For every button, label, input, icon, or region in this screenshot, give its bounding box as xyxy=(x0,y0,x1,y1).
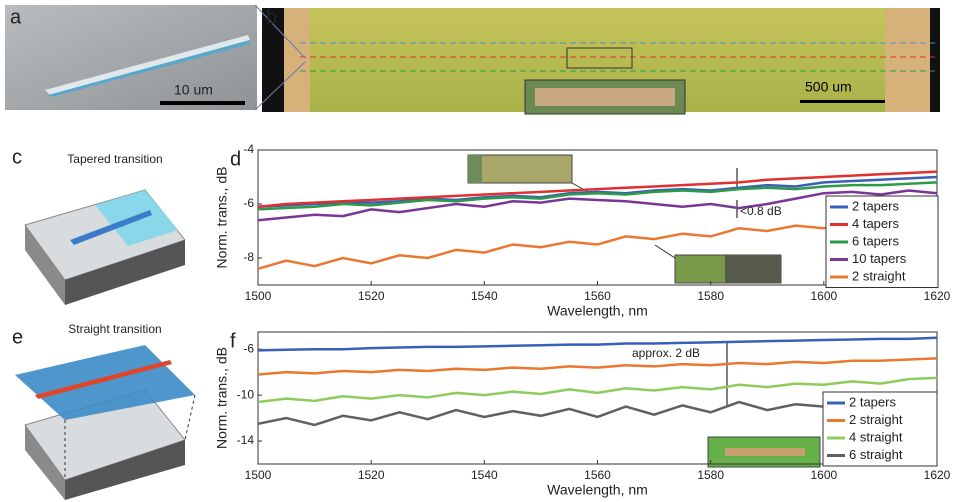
x-tick-label: 1620 xyxy=(924,289,951,303)
y-tick-label: -10 xyxy=(237,387,255,401)
legend-label: 10 tapers xyxy=(852,251,907,266)
sem-image xyxy=(5,5,257,110)
y-tick-label: -14 xyxy=(237,433,255,447)
x-axis-label: Wavelength, nm xyxy=(547,303,648,319)
x-tick-label: 1580 xyxy=(697,468,724,482)
caption: Tapered transition xyxy=(67,152,162,166)
annotation: <0.8 dB xyxy=(740,204,782,218)
data-line xyxy=(257,181,938,211)
x-tick-label: 1520 xyxy=(358,289,385,303)
data-line xyxy=(257,376,938,404)
straight-schematic xyxy=(15,345,196,500)
x-tick-label: 1560 xyxy=(584,468,611,482)
chip-image xyxy=(254,4,940,115)
panel-label: d xyxy=(230,148,241,170)
x-tick-label: 1580 xyxy=(697,289,724,303)
x-tick-label: 1560 xyxy=(584,289,611,303)
x-tick-label: 1520 xyxy=(358,468,385,482)
y-tick-label: -6 xyxy=(243,196,254,210)
panel-label: a xyxy=(10,6,22,28)
x-tick-label: 1500 xyxy=(245,289,272,303)
data-line xyxy=(257,218,938,271)
data-line xyxy=(257,175,938,208)
x-tick-label: 1500 xyxy=(245,468,272,482)
inset-image xyxy=(467,154,821,468)
data-line xyxy=(257,189,938,222)
legend-label: 2 straight xyxy=(852,268,906,283)
y-tick-label: -8 xyxy=(243,250,254,264)
legend-label: 4 tapers xyxy=(852,216,899,231)
legend-label: 6 straight xyxy=(849,447,903,462)
x-tick-label: 1600 xyxy=(810,289,837,303)
caption: Straight transition xyxy=(68,322,161,336)
x-axis-label: Wavelength, nm xyxy=(547,482,648,498)
y-tick-label: -6 xyxy=(243,341,254,355)
x-tick-label: 1620 xyxy=(924,468,951,482)
x-tick-label: 1540 xyxy=(471,289,498,303)
y-axis-label: Norm. trans., dB xyxy=(214,167,230,269)
annotation: approx. 2 dB xyxy=(632,346,700,360)
data-line xyxy=(257,170,938,208)
panel-label: b xyxy=(266,6,277,28)
data-line xyxy=(257,336,938,352)
legend-label: 4 straight xyxy=(849,429,903,444)
panel-label: c xyxy=(12,146,22,168)
panel-label: e xyxy=(12,326,23,348)
data-line xyxy=(257,357,938,376)
x-tick-label: 1600 xyxy=(810,468,837,482)
y-axis-label: Norm. trans., dB xyxy=(214,347,230,449)
scale-label: 500 um xyxy=(805,79,852,95)
scale-label: 10 um xyxy=(174,82,213,98)
legend-label: 6 tapers xyxy=(852,233,899,248)
y-tick-label: -4 xyxy=(243,142,254,156)
panel-label: f xyxy=(230,330,236,352)
legend-label: 2 tapers xyxy=(852,198,899,213)
x-tick-label: 1540 xyxy=(471,468,498,482)
taper-schematic xyxy=(24,189,186,305)
legend-label: 2 tapers xyxy=(849,394,896,409)
legend-label: 2 straight xyxy=(849,412,903,427)
